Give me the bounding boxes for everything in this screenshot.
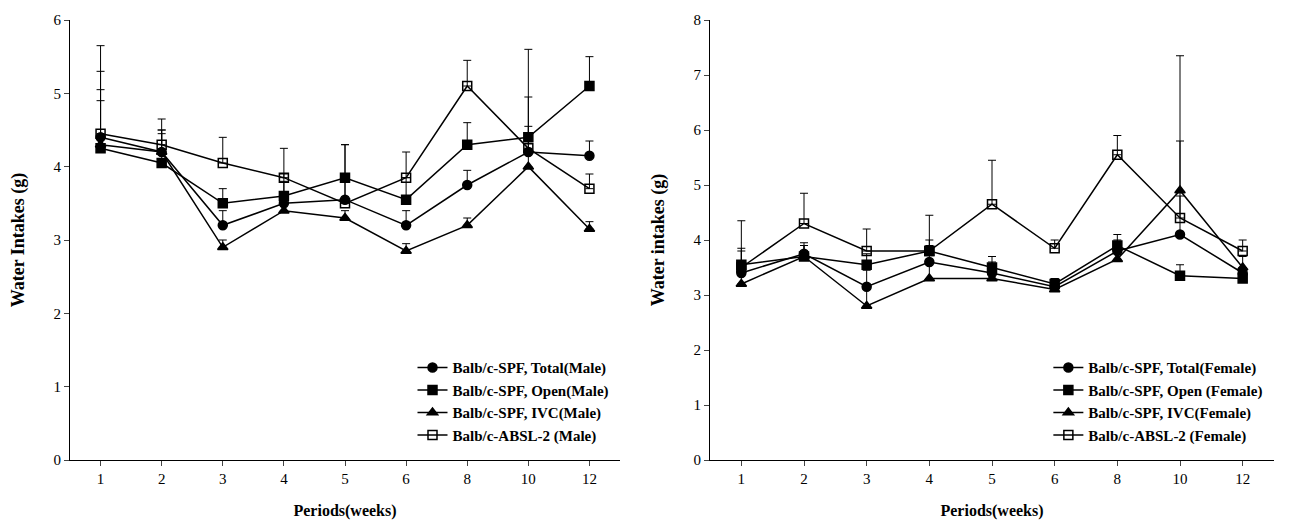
svg-text:3: 3 xyxy=(694,287,702,303)
svg-text:Balb/c-SPF, Total(Male): Balb/c-SPF, Total(Male) xyxy=(453,360,607,377)
svg-text:4: 4 xyxy=(280,471,288,487)
svg-text:Balb/c-SPF, IVC(Male): Balb/c-SPF, IVC(Male) xyxy=(453,405,602,422)
svg-text:Balb/c-SPF, Total(Female): Balb/c-SPF, Total(Female) xyxy=(1088,360,1256,377)
svg-text:1: 1 xyxy=(694,397,702,413)
svg-text:6: 6 xyxy=(402,471,410,487)
svg-text:2: 2 xyxy=(158,471,166,487)
svg-text:4: 4 xyxy=(694,232,702,248)
svg-text:Balb/c-SPF, Open(Male): Balb/c-SPF, Open(Male) xyxy=(453,383,609,400)
svg-text:12: 12 xyxy=(582,471,597,487)
svg-text:1: 1 xyxy=(97,471,105,487)
svg-text:1: 1 xyxy=(54,379,62,395)
svg-text:6: 6 xyxy=(54,12,62,28)
svg-text:8: 8 xyxy=(463,471,471,487)
svg-text:Water Intakes (g): Water Intakes (g) xyxy=(8,173,29,308)
svg-text:10: 10 xyxy=(1173,471,1188,487)
svg-text:3: 3 xyxy=(219,471,227,487)
svg-text:Balb/c-SPF, IVC(Female): Balb/c-SPF, IVC(Female) xyxy=(1088,405,1251,422)
svg-text:8: 8 xyxy=(1114,471,1122,487)
svg-text:2: 2 xyxy=(800,471,808,487)
svg-text:3: 3 xyxy=(54,232,62,248)
svg-text:5: 5 xyxy=(988,471,996,487)
svg-text:6: 6 xyxy=(694,122,702,138)
svg-text:10: 10 xyxy=(521,471,536,487)
svg-text:Periods(weeks): Periods(weeks) xyxy=(293,502,396,520)
svg-text:3: 3 xyxy=(863,471,871,487)
svg-text:5: 5 xyxy=(694,177,702,193)
svg-text:0: 0 xyxy=(694,452,702,468)
svg-text:5: 5 xyxy=(54,86,62,102)
svg-text:1: 1 xyxy=(738,471,746,487)
svg-text:8: 8 xyxy=(694,12,702,28)
svg-text:0: 0 xyxy=(54,452,62,468)
svg-text:7: 7 xyxy=(694,67,702,83)
svg-text:6: 6 xyxy=(1051,471,1059,487)
svg-text:5: 5 xyxy=(341,471,349,487)
svg-text:4: 4 xyxy=(926,471,934,487)
svg-text:Periods(weeks): Periods(weeks) xyxy=(940,502,1043,520)
svg-text:2: 2 xyxy=(694,342,702,358)
svg-text:Water intakes (g): Water intakes (g) xyxy=(648,174,669,307)
svg-text:12: 12 xyxy=(1235,471,1250,487)
svg-text:Balb/c-ABSL-2 (Female): Balb/c-ABSL-2 (Female) xyxy=(1088,428,1246,445)
svg-text:2: 2 xyxy=(54,306,62,322)
svg-text:Balb/c-ABSL-2 (Male): Balb/c-ABSL-2 (Male) xyxy=(453,428,597,445)
svg-text:Balb/c-SPF, Open (Female): Balb/c-SPF, Open (Female) xyxy=(1088,383,1262,400)
svg-text:4: 4 xyxy=(54,159,62,175)
